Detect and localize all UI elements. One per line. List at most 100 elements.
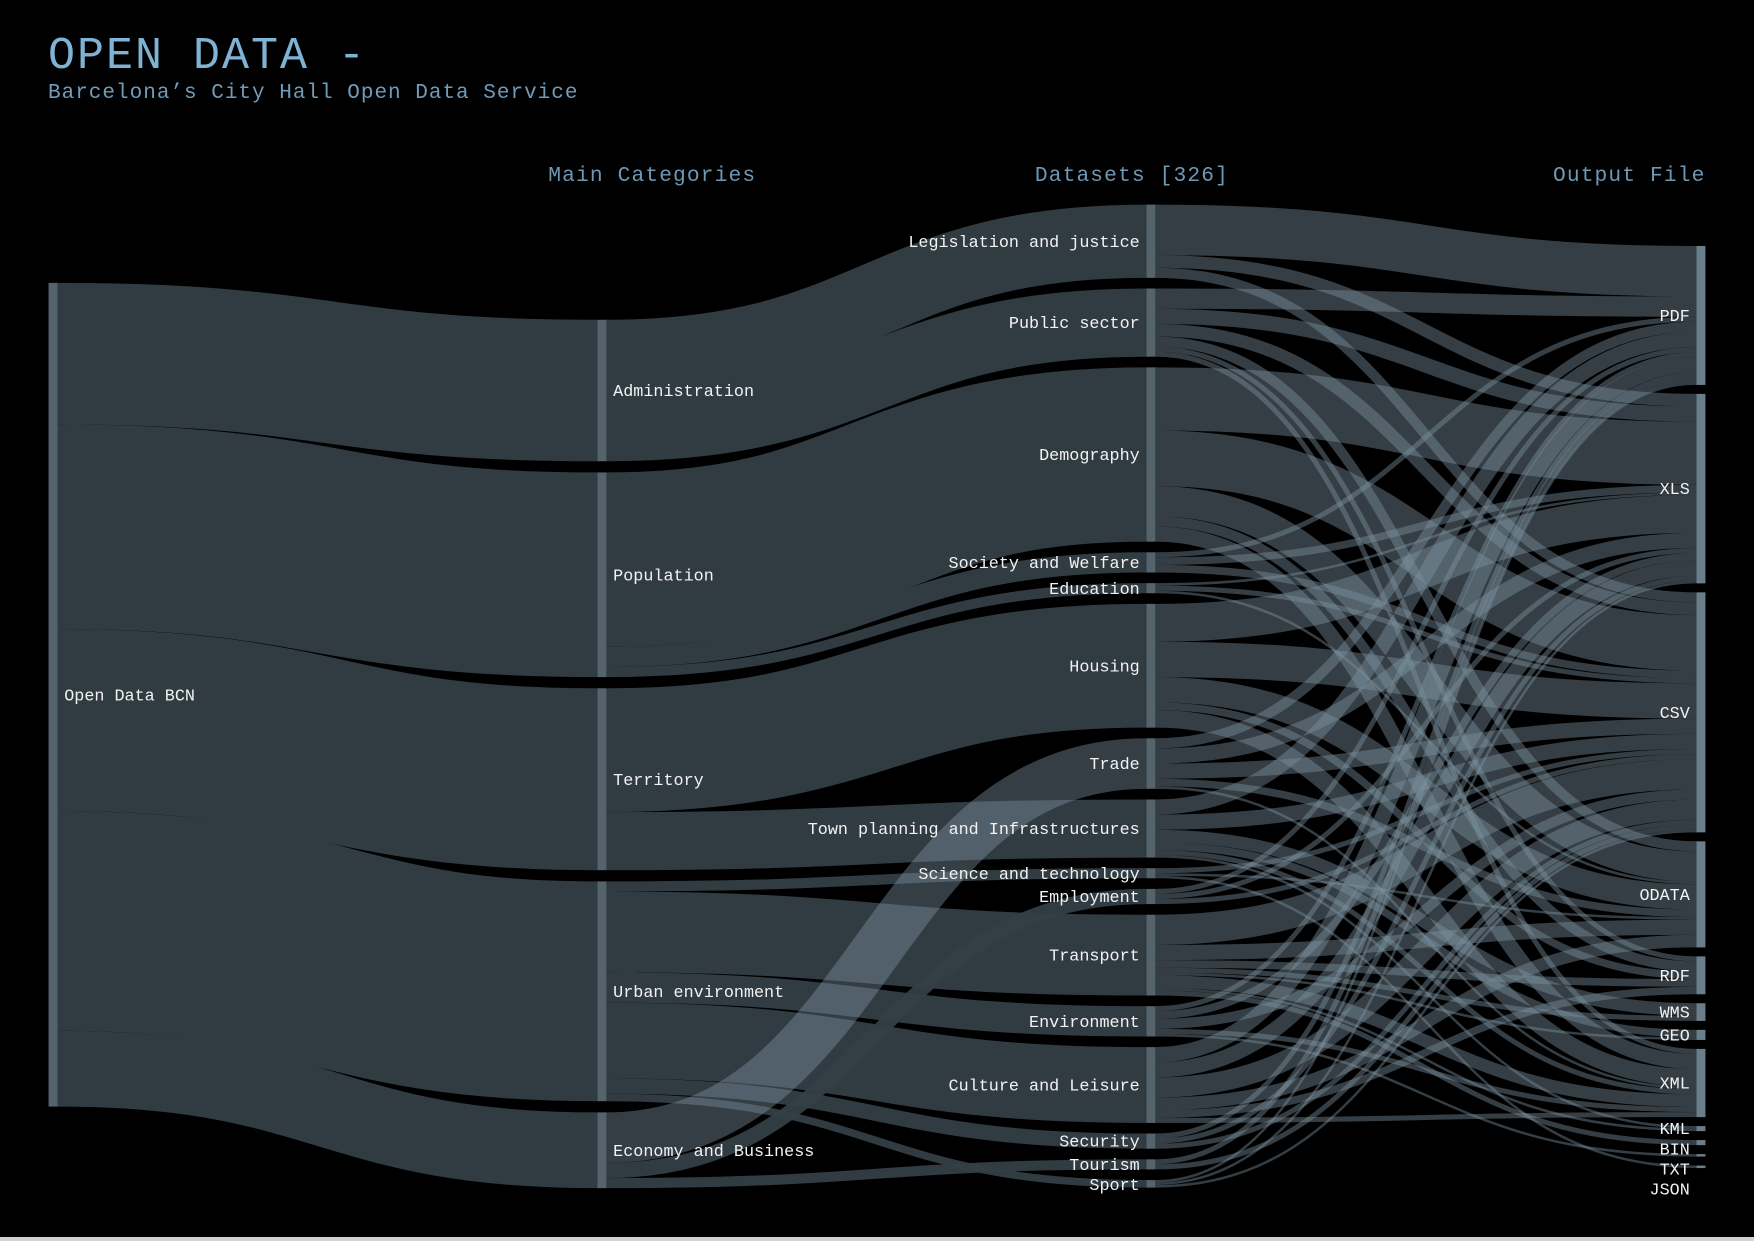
node-label-security: Security [1059,1134,1140,1153]
link-housing-to-xls [1155,494,1697,642]
link-economy-and-business-to-employment [606,888,1147,1179]
link-territory-to-housing [606,603,1147,813]
link-administration-to-public-sector [606,288,1147,462]
link-town-planning-and-infrastructures-to-pdf [1155,331,1697,815]
link-trade-to-pdf [1155,321,1697,749]
link-trade-to-xls [1155,532,1697,764]
link-environment-to-pdf [1155,352,1697,1012]
node-public-sector[interactable] [1146,288,1156,357]
link-housing-to-csv [1155,641,1697,719]
link-demography-to-csv [1155,430,1697,671]
node-society-and-welfare[interactable] [1146,552,1156,573]
link-housing-to-xml [1155,709,1697,1087]
node-demography[interactable] [1146,367,1156,542]
node-sport[interactable] [1146,1180,1156,1188]
link-science-and-technology-to-csv [1155,748,1697,874]
link-public-sector-to-pdf [1155,288,1697,317]
node-label-sport: Sport [1089,1177,1139,1196]
bottom-border [0,1237,1754,1241]
node-geo[interactable] [1696,1029,1706,1040]
link-trade-to-odata [1155,778,1697,918]
node-pdf[interactable] [1696,245,1706,385]
node-town-planning-and-infrastructures[interactable] [1146,799,1156,858]
node-label-public-sector: Public sector [1009,315,1140,334]
link-demography-to-xls [1155,367,1697,485]
link-open-data-bcn-to-population [57,424,598,678]
node-transport[interactable] [1146,914,1156,996]
node-txt[interactable] [1696,1154,1706,1157]
node-label-education: Education [1049,581,1140,600]
node-urban-environment[interactable] [597,881,607,1102]
link-environment-to-xml [1155,1028,1697,1113]
link-population-to-society-and-welfare [606,552,1147,667]
node-xls[interactable] [1696,393,1706,584]
link-population-to-demography [605,367,1147,647]
node-environment[interactable] [1146,1006,1156,1037]
node-label-kml: KML [1660,1121,1690,1140]
link-open-data-bcn-to-urban-environment [57,810,598,1102]
link-environment-to-txt [1155,1033,1697,1157]
labels-layer: Open Data BCN Administration Population Ter… [64,234,1691,1201]
column-header-datasets: Datasets [326] [1035,164,1229,188]
node-label-transport: Transport [1049,948,1140,967]
link-security-to-xls [1155,575,1697,1144]
node-label-json: JSON [1650,1182,1690,1201]
link-demography-to-rdf [1155,516,1697,972]
node-xml[interactable] [1696,1048,1706,1118]
node-label-pdf: PDF [1660,308,1690,327]
node-employment[interactable] [1146,888,1156,905]
node-csv[interactable] [1696,592,1706,833]
node-label-txt: TXT [1660,1161,1690,1180]
node-economy-and-business[interactable] [597,1112,607,1189]
node-label-geo: GEO [1660,1027,1690,1046]
node-territory[interactable] [597,688,607,871]
node-education[interactable] [1146,583,1156,594]
node-label-bin: BIN [1660,1141,1690,1160]
node-rdf[interactable] [1696,956,1706,995]
node-label-science-and-technology: Science and technology [918,866,1139,885]
link-education-to-xls [1155,492,1697,586]
link-urban-environment-to-security [606,1078,1147,1149]
node-population[interactable] [597,472,607,678]
node-wms[interactable] [1696,1003,1706,1021]
node-science-and-technology[interactable] [1146,868,1156,879]
node-kml[interactable] [1696,1126,1706,1132]
link-transport-to-csv [1155,759,1697,946]
column-header-main-categories: Main Categories [548,164,756,188]
node-bin[interactable] [1696,1140,1706,1146]
link-town-planning-and-infrastructures-to-geo [1155,842,1697,1038]
link-environment-to-xls [1155,553,1697,1019]
link-society-and-welfare-to-csv [1155,564,1697,679]
link-culture-and-leisure-to-rdf [1155,986,1697,1118]
link-urban-environment-to-sport [606,1093,1147,1188]
link-education-to-odata [1155,590,1697,885]
link-legislation-and-justice-to-xls [1155,255,1697,407]
node-open-data-bcn[interactable] [48,282,58,1107]
node-label-territory: Territory [613,772,704,791]
link-public-sector-to-csv [1155,323,1697,616]
node-legislation-and-justice[interactable] [1146,204,1156,278]
link-demography-to-odata [1155,486,1697,882]
link-town-planning-and-infrastructures-to-kml [1155,855,1697,1129]
node-label-environment: Environment [1029,1014,1140,1033]
link-urban-environment-to-transport [606,891,1147,996]
node-label-economy-and-business: Economy and Business [613,1143,814,1162]
node-odata[interactable] [1696,841,1706,948]
link-urban-environment-to-culture-and-leisure [606,1002,1147,1123]
node-administration[interactable] [597,319,607,462]
node-trade[interactable] [1146,738,1156,789]
node-culture-and-leisure[interactable] [1146,1047,1156,1123]
node-housing[interactable] [1146,603,1156,728]
link-housing-to-odata [1155,677,1697,910]
node-security[interactable] [1146,1133,1156,1149]
link-environment-to-csv [1155,789,1697,1029]
link-tourism-to-csv [1155,824,1697,1170]
link-open-data-bcn-to-administration [57,282,598,462]
link-urban-environment-to-environment [606,972,1147,1037]
link-culture-and-leisure-to-csv [1155,799,1697,1098]
node-tourism[interactable] [1146,1159,1156,1170]
column-header-output-file: Output File [1553,164,1705,188]
link-urban-environment-to-science-and-technology [606,868,1147,892]
node-label-odata: ODATA [1639,887,1690,906]
node-json[interactable] [1696,1165,1706,1169]
